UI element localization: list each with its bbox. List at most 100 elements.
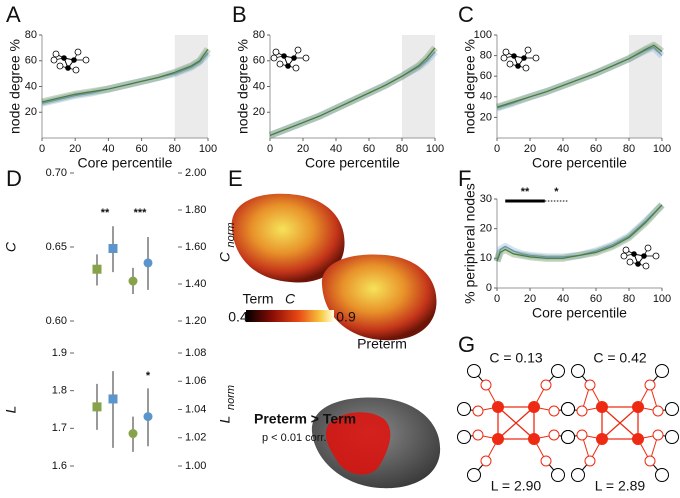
x-axis-label: Core percentile [532, 155, 627, 171]
x-tick-label: 0 [39, 143, 45, 155]
icon-core [65, 65, 71, 71]
y2-tick-label: 1.06 [185, 375, 206, 387]
annotation: ** [101, 207, 110, 219]
icon-core [521, 55, 527, 61]
x-tick-label: 20 [524, 293, 536, 305]
network-node [652, 405, 664, 417]
colorbar [246, 310, 334, 322]
x-axis-label: Core percentile [532, 305, 627, 321]
significance-label: ** [521, 186, 530, 198]
point-marker [108, 394, 118, 404]
icon-node [620, 252, 628, 260]
icon-core [291, 55, 297, 61]
network-node [576, 405, 588, 417]
x-tick-label: 20 [69, 143, 81, 155]
network-node [548, 405, 560, 417]
panel-label: F [458, 166, 471, 191]
annotation: * [146, 370, 151, 382]
network-node [457, 430, 471, 444]
y-tick-label: 20 [25, 106, 37, 118]
x-tick-label: 100 [426, 143, 444, 155]
icon-core [631, 251, 637, 257]
brain-images [231, 193, 441, 489]
panel-label: G [458, 332, 475, 357]
icon-node [72, 66, 80, 74]
y-tick-label: 0 [486, 282, 492, 294]
icon-core [511, 53, 517, 59]
threshold-note: p < 0.01 corr. [262, 432, 327, 444]
icon-node [294, 46, 302, 54]
network-core [632, 433, 644, 445]
icon-core [61, 55, 67, 61]
x-tick-label: 80 [169, 143, 181, 155]
network-path-length: L = 2.90 [491, 478, 542, 494]
x-axis-label: Core percentile [305, 155, 400, 171]
network-node [467, 468, 481, 482]
network-node [540, 379, 552, 391]
network-node [548, 429, 560, 441]
series-line [269, 47, 436, 136]
icon-node [292, 64, 300, 72]
y2-tick-label: 1.20 [185, 315, 206, 327]
network-node [655, 364, 669, 378]
network-core [632, 401, 644, 413]
y2-axis-label: L [217, 416, 233, 424]
network-node [472, 405, 484, 417]
x-tick-label: 80 [396, 143, 408, 155]
x-tick-label: 100 [653, 143, 671, 155]
icon-node [622, 246, 630, 254]
icon-node [644, 244, 652, 252]
y2-tick-label: 1.02 [185, 432, 206, 444]
x-tick-label: 40 [102, 143, 114, 155]
network-node [467, 364, 481, 378]
icon-node [52, 50, 60, 58]
network-core [596, 401, 608, 413]
panel-label: D [6, 166, 22, 191]
y-tick-label: 20 [480, 223, 492, 235]
network-node [655, 468, 669, 482]
point-marker [143, 412, 153, 422]
highlight-region [174, 35, 208, 138]
y-axis-label: node degree % [7, 39, 23, 134]
network-clustering: C = 0.42 [593, 350, 647, 366]
y-tick-label: 20 [253, 106, 265, 118]
colorbar-label: C [285, 291, 296, 307]
panel-label: C [458, 2, 474, 27]
point-marker [92, 264, 102, 274]
x-tick-label: 60 [363, 143, 375, 155]
y-axis-label: node degree % [235, 39, 251, 134]
x-tick-label: 60 [590, 143, 602, 155]
y-tick-label: 40 [253, 80, 265, 92]
network-node [652, 429, 664, 441]
x-tick-label: 60 [135, 143, 147, 155]
icon-node [82, 56, 90, 64]
x-tick-label: 20 [524, 143, 536, 155]
y-tick-label: 40 [25, 80, 37, 92]
highlight-region [402, 35, 435, 138]
network-node [551, 364, 565, 378]
network-node [480, 379, 492, 391]
y-tick-label: 30 [480, 193, 492, 205]
icon-node [524, 46, 532, 54]
y2-axis-label: C [217, 251, 233, 262]
network-core [528, 401, 540, 413]
y-tick-label: 10 [480, 252, 492, 264]
network-node [551, 468, 565, 482]
network-edge [497, 406, 535, 440]
network-node [644, 455, 656, 467]
colorbar-tick-label: 0.4 [228, 309, 248, 325]
icon-node [56, 62, 64, 70]
brain-term [231, 193, 345, 283]
network-node [665, 402, 679, 416]
icon-node [642, 262, 650, 270]
y2-tick-label: 1.80 [185, 204, 206, 216]
icon-node [276, 60, 284, 68]
icon-node [50, 56, 58, 64]
y2-tick-label: 1.08 [185, 347, 206, 359]
point-marker [108, 243, 118, 253]
y2-axis-label-sub: norm [225, 222, 237, 247]
y-tick-label: 60 [480, 70, 492, 82]
icon-node [522, 64, 530, 72]
y2-tick-label: 2.00 [185, 167, 206, 179]
network-node [540, 455, 552, 467]
